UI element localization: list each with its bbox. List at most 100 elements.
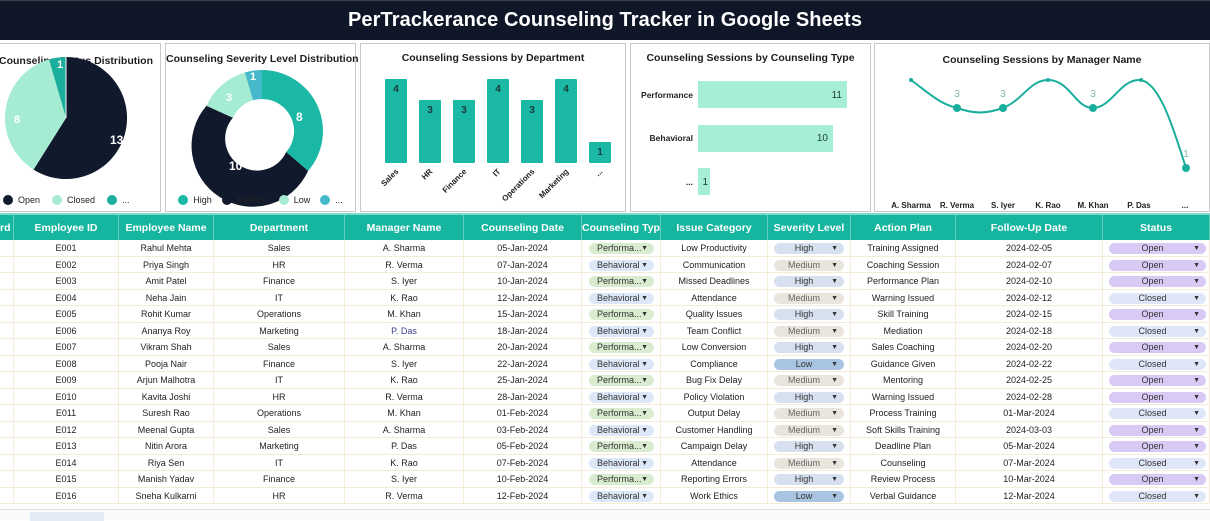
- status-dropdown[interactable]: Open ▼: [1109, 375, 1206, 386]
- cell-severity-level[interactable]: Medium ▼: [768, 256, 851, 273]
- cell-partial[interactable]: [0, 421, 14, 438]
- cell-severity-level[interactable]: High ▼: [768, 438, 851, 455]
- dropdown-arrow-icon[interactable]: ▼: [1193, 344, 1200, 351]
- severity-level-dropdown[interactable]: Low ▼: [774, 358, 844, 370]
- dropdown-arrow-icon[interactable]: ▼: [831, 360, 838, 368]
- cell-issue-category[interactable]: Communication: [661, 256, 768, 273]
- cell-severity-level[interactable]: Low ▼: [768, 487, 851, 504]
- cell-department[interactable]: Operations: [214, 306, 345, 323]
- cell-employee-id[interactable]: E015: [14, 471, 119, 488]
- cell-employee-name[interactable]: Neha Jain: [119, 289, 214, 306]
- cell-status[interactable]: Open ▼: [1103, 421, 1210, 438]
- cell-severity-level[interactable]: High ▼: [768, 339, 851, 356]
- dropdown-arrow-icon[interactable]: ▼: [831, 443, 838, 450]
- cell-department[interactable]: Sales: [214, 240, 345, 257]
- header-employee-name[interactable]: Employee Name: [119, 215, 214, 242]
- cell-manager-name[interactable]: S. Iyer: [345, 471, 464, 488]
- cell-severity-level[interactable]: High ▼: [768, 471, 851, 488]
- dropdown-arrow-icon[interactable]: ▼: [831, 294, 838, 302]
- cell-severity-level[interactable]: Medium ▼: [768, 454, 851, 471]
- cell-status[interactable]: Open ▼: [1103, 471, 1210, 488]
- counseling-type-dropdown[interactable]: Behavioral ▼: [589, 358, 654, 370]
- header-counseling-type[interactable]: Counseling Type: [582, 215, 661, 242]
- dropdown-arrow-icon[interactable]: ▼: [641, 360, 648, 368]
- dropdown-arrow-icon[interactable]: ▼: [831, 344, 838, 351]
- severity-level-dropdown[interactable]: High ▼: [774, 276, 844, 287]
- cell-employee-name[interactable]: Riya Sen: [119, 454, 214, 471]
- cell-counseling-date[interactable]: 12-Feb-2024: [464, 487, 582, 504]
- cell-status[interactable]: Open ▼: [1103, 438, 1210, 455]
- cell-issue-category[interactable]: Customer Handling: [661, 421, 768, 438]
- cell-counseling-date[interactable]: 22-Jan-2024: [464, 355, 582, 372]
- cell-follow-up-date[interactable]: 2024-02-20: [956, 339, 1103, 356]
- dropdown-arrow-icon[interactable]: ▼: [831, 377, 838, 384]
- dropdown-arrow-icon[interactable]: ▼: [641, 261, 648, 269]
- status-dropdown[interactable]: Open ▼: [1109, 474, 1206, 485]
- cell-partial[interactable]: [0, 438, 14, 455]
- dropdown-arrow-icon[interactable]: ▼: [1193, 476, 1200, 483]
- cell-follow-up-date[interactable]: 2024-02-28: [956, 388, 1103, 405]
- counseling-type-dropdown[interactable]: Performa... ▼: [589, 474, 654, 485]
- cell-manager-name[interactable]: K. Rao: [345, 372, 464, 389]
- cell-action-plan[interactable]: Performance Plan: [851, 273, 956, 290]
- cell-issue-category[interactable]: Attendance: [661, 454, 768, 471]
- dropdown-arrow-icon[interactable]: ▼: [831, 492, 838, 500]
- header-follow-up-date[interactable]: Follow-Up Date: [956, 215, 1103, 242]
- cell-employee-name[interactable]: Priya Singh: [119, 256, 214, 273]
- cell-partial[interactable]: [0, 471, 14, 488]
- cell-partial[interactable]: [0, 454, 14, 471]
- cell-employee-id[interactable]: E002: [14, 256, 119, 273]
- cell-issue-category[interactable]: Quality Issues: [661, 306, 768, 323]
- cell-employee-id[interactable]: E016: [14, 487, 119, 504]
- cell-counseling-date[interactable]: 10-Jan-2024: [464, 273, 582, 290]
- cell-counseling-date[interactable]: 10-Feb-2024: [464, 471, 582, 488]
- cell-issue-category[interactable]: Missed Deadlines: [661, 273, 768, 290]
- cell-manager-name[interactable]: M. Khan: [345, 306, 464, 323]
- dropdown-arrow-icon[interactable]: ▼: [1193, 245, 1200, 252]
- cell-manager-name[interactable]: R. Verma: [345, 487, 464, 504]
- cell-manager-name[interactable]: A. Sharma: [345, 421, 464, 438]
- cell-severity-level[interactable]: High ▼: [768, 306, 851, 323]
- sheet-tab[interactable]: [30, 512, 104, 521]
- cell-department[interactable]: IT: [214, 372, 345, 389]
- cell-employee-id[interactable]: E010: [14, 388, 119, 405]
- counseling-type-dropdown[interactable]: Behavioral ▼: [589, 325, 654, 337]
- cell-partial[interactable]: [0, 388, 14, 405]
- dropdown-arrow-icon[interactable]: ▼: [831, 459, 838, 467]
- dropdown-arrow-icon[interactable]: ▼: [641, 393, 648, 401]
- dropdown-arrow-icon[interactable]: ▼: [1193, 261, 1200, 269]
- cell-employee-id[interactable]: E014: [14, 454, 119, 471]
- severity-level-dropdown[interactable]: Medium ▼: [774, 259, 844, 271]
- cell-status[interactable]: Open ▼: [1103, 256, 1210, 273]
- cell-employee-name[interactable]: Ananya Roy: [119, 322, 214, 339]
- counseling-type-dropdown[interactable]: Performa... ▼: [589, 375, 654, 386]
- cell-follow-up-date[interactable]: 01-Mar-2024: [956, 405, 1103, 422]
- dropdown-arrow-icon[interactable]: ▼: [831, 245, 838, 252]
- cell-follow-up-date[interactable]: 2024-02-22: [956, 355, 1103, 372]
- cell-employee-id[interactable]: E003: [14, 273, 119, 290]
- cell-action-plan[interactable]: Training Assigned: [851, 240, 956, 257]
- cell-partial[interactable]: [0, 372, 14, 389]
- dropdown-arrow-icon[interactable]: ▼: [1193, 492, 1200, 500]
- cell-status[interactable]: Closed ▼: [1103, 405, 1210, 422]
- cell-employee-name[interactable]: Rahul Mehta: [119, 240, 214, 257]
- severity-level-dropdown[interactable]: High ▼: [774, 309, 844, 320]
- cell-issue-category[interactable]: Attendance: [661, 289, 768, 306]
- dropdown-arrow-icon[interactable]: ▼: [641, 476, 648, 483]
- cell-counseling-date[interactable]: 20-Jan-2024: [464, 339, 582, 356]
- cell-employee-name[interactable]: Sneha Kulkarni: [119, 487, 214, 504]
- cell-action-plan[interactable]: Soft Skills Training: [851, 421, 956, 438]
- cell-status[interactable]: Closed ▼: [1103, 289, 1210, 306]
- cell-employee-id[interactable]: E012: [14, 421, 119, 438]
- cell-follow-up-date[interactable]: 2024-02-10: [956, 273, 1103, 290]
- dropdown-arrow-icon[interactable]: ▼: [831, 476, 838, 483]
- dropdown-arrow-icon[interactable]: ▼: [1193, 327, 1200, 335]
- severity-level-dropdown[interactable]: Medium ▼: [774, 457, 844, 469]
- cell-counseling-date[interactable]: 28-Jan-2024: [464, 388, 582, 405]
- cell-department[interactable]: Sales: [214, 339, 345, 356]
- dropdown-arrow-icon[interactable]: ▼: [641, 492, 648, 500]
- cell-partial[interactable]: [0, 240, 14, 257]
- cell-department[interactable]: IT: [214, 289, 345, 306]
- cell-manager-name[interactable]: A. Sharma: [345, 240, 464, 257]
- cell-counseling-type[interactable]: Behavioral ▼: [582, 256, 661, 273]
